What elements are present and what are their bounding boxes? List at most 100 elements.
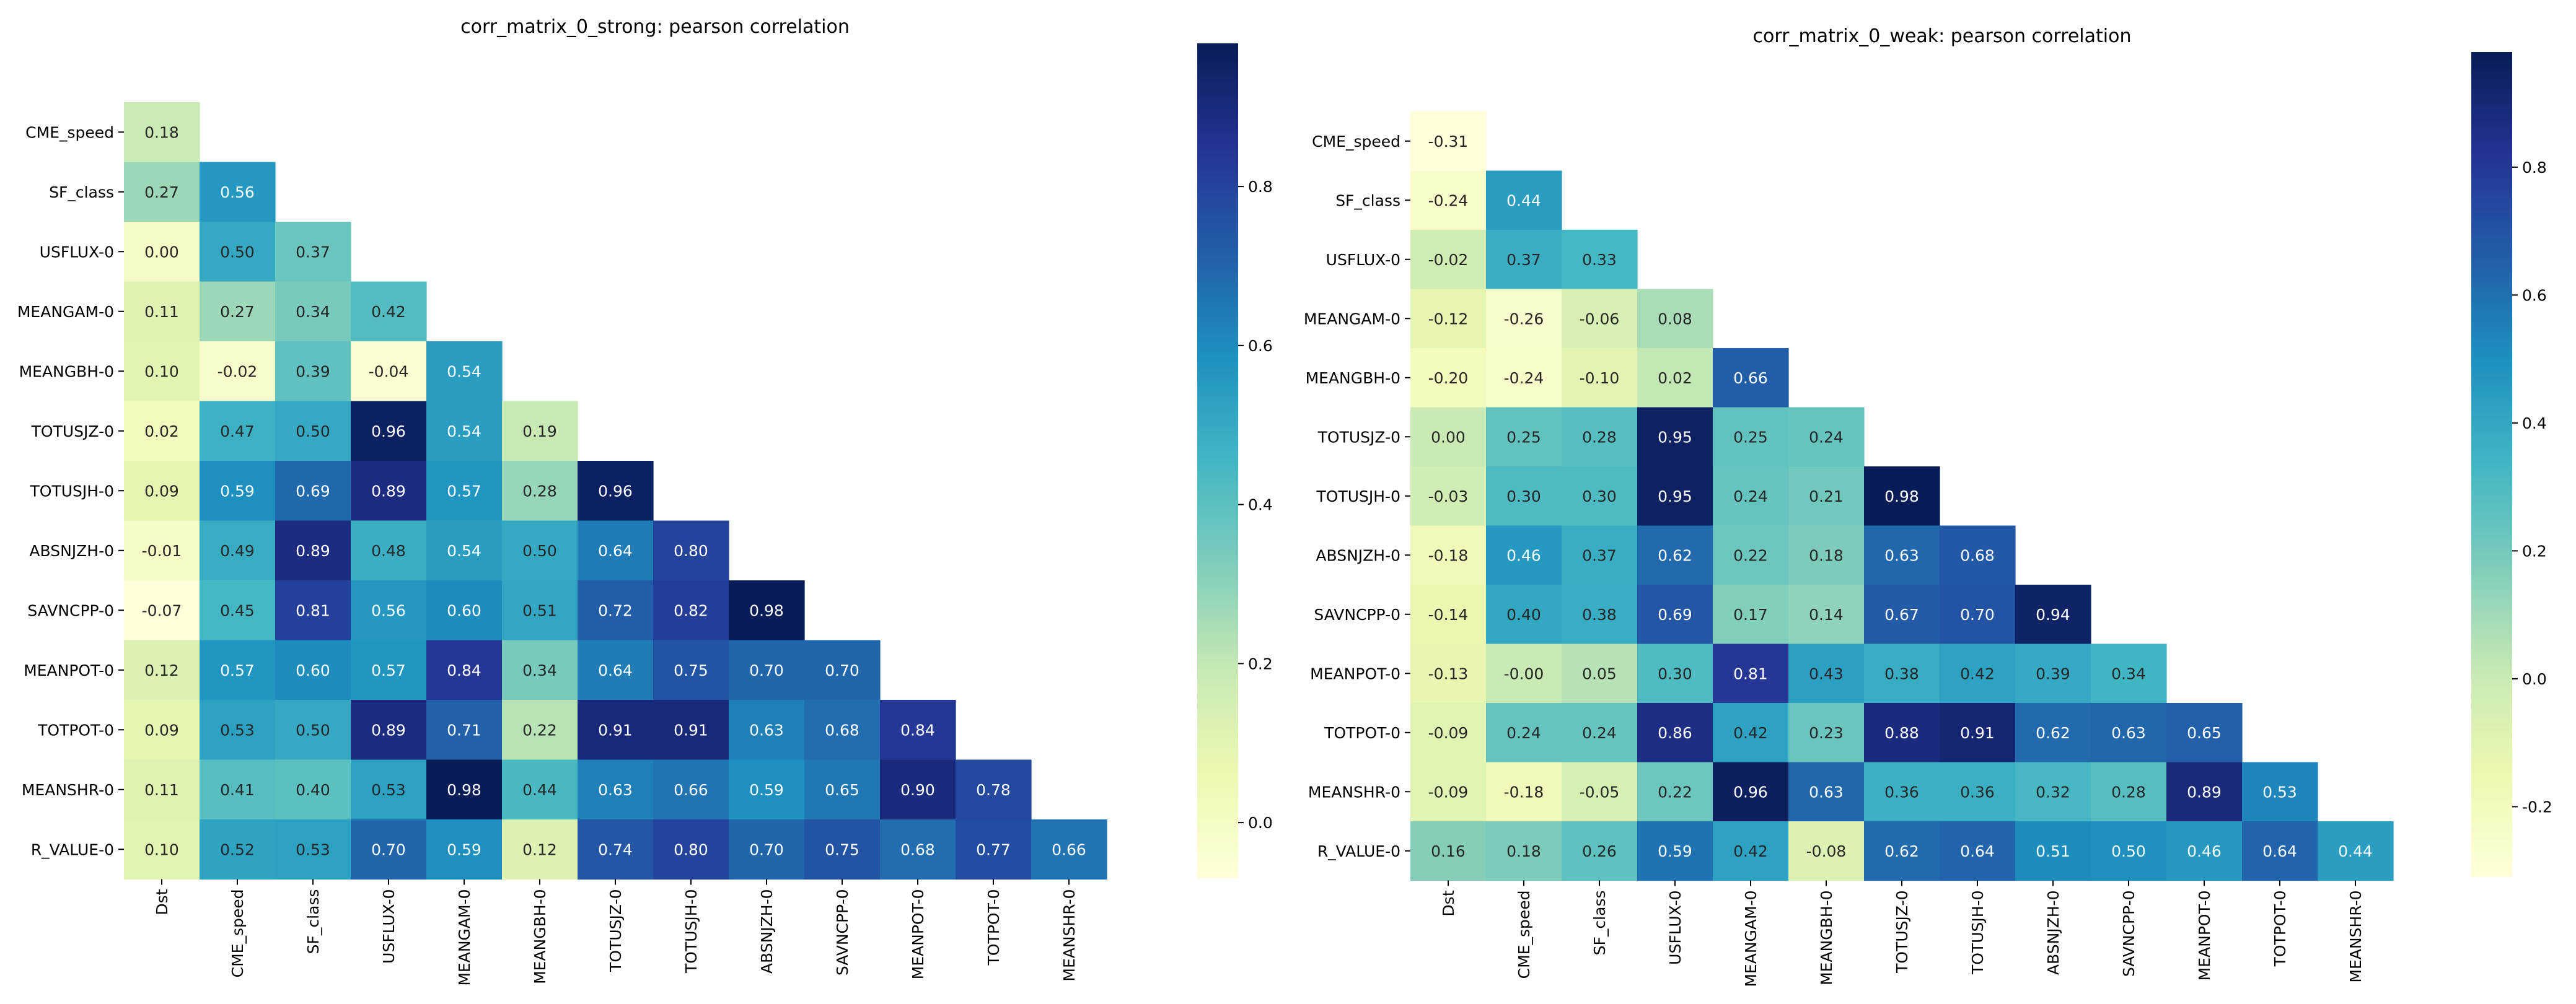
cell-value-label: 0.62 xyxy=(2036,724,2070,742)
heatmap-cell xyxy=(1410,703,1487,763)
heatmap-cell xyxy=(200,401,276,461)
heatmap-cell xyxy=(1637,585,1713,645)
cell-value-label: 0.68 xyxy=(825,721,859,739)
heatmap-cell xyxy=(275,580,351,641)
heatmap-cell xyxy=(426,341,503,402)
cell-value-label: 0.54 xyxy=(447,362,481,380)
heatmap-cell xyxy=(2318,821,2394,881)
cell-value-label: -0.24 xyxy=(1428,191,1469,209)
cell-value-label: 0.50 xyxy=(220,243,255,261)
cell-value-label: 0.19 xyxy=(522,422,557,440)
x-tick-label: TOTUSJH-0 xyxy=(1969,891,1987,976)
heatmap-cell xyxy=(1410,525,1487,585)
x-tick-label: MEANSHR-0 xyxy=(2347,891,2365,983)
y-tick-label: ABSNJZH-0 xyxy=(29,542,114,560)
colorbar-tick-label: 0.6 xyxy=(2522,286,2547,304)
cell-value-label: 0.10 xyxy=(144,840,179,858)
colorbar-tick-label: 0.0 xyxy=(1248,814,1273,832)
cell-value-label: 0.63 xyxy=(1884,546,1919,564)
cell-value-label: 0.05 xyxy=(1582,665,1617,683)
cell-value-label: 0.63 xyxy=(1809,783,1844,801)
cell-value-label: 0.84 xyxy=(447,661,481,679)
heatmap-cell xyxy=(880,700,956,761)
cell-value-label: 0.89 xyxy=(371,721,406,739)
heatmap-cell xyxy=(124,341,200,402)
cell-value-label: 0.81 xyxy=(1733,665,1768,683)
cell-value-label: 0.42 xyxy=(371,303,406,321)
cell-value-label: 0.54 xyxy=(447,542,481,560)
heatmap-cell xyxy=(1562,525,1638,585)
cell-value-label: 0.68 xyxy=(900,840,935,858)
heatmap-cell xyxy=(1486,821,1562,881)
cell-value-label: 0.64 xyxy=(598,661,633,679)
cell-value-label: 0.82 xyxy=(674,601,708,619)
cell-value-label: 0.36 xyxy=(1960,783,1995,801)
heatmap-cell xyxy=(1486,230,1562,290)
x-tick-label: CME_speed xyxy=(229,889,247,978)
heatmap-cell xyxy=(1788,585,1865,645)
heatmap-cell xyxy=(729,819,805,880)
heatmap-cell xyxy=(729,580,805,641)
cell-value-label: 0.56 xyxy=(220,183,255,201)
cell-value-label: 0.44 xyxy=(1506,191,1541,209)
cell-value-label: -0.00 xyxy=(1504,665,1544,683)
cell-value-label: -0.03 xyxy=(1428,487,1469,505)
cell-value-label: 0.41 xyxy=(220,781,255,799)
cell-value-label: 0.89 xyxy=(296,542,330,560)
x-tick-label: MEANPOT-0 xyxy=(2196,891,2213,981)
heatmap-cell xyxy=(1788,644,1865,704)
heatmap-cell xyxy=(351,281,427,342)
heatmap-cell xyxy=(1788,821,1865,881)
heatmap-cell xyxy=(502,580,578,641)
heatmap-cell xyxy=(1410,170,1487,230)
cell-value-label: -0.12 xyxy=(1428,310,1469,328)
heatmap-cell xyxy=(1637,289,1713,349)
heatmap-cell xyxy=(1713,762,1789,822)
cell-value-label: 0.34 xyxy=(522,661,557,679)
cell-value-label: 0.71 xyxy=(447,721,481,739)
x-tick-label: MEANPOT-0 xyxy=(909,889,927,980)
heatmap-cell xyxy=(124,819,200,880)
cell-value-label: 0.10 xyxy=(144,362,179,380)
cell-value-label: 0.80 xyxy=(674,840,708,858)
cell-value-label: 0.57 xyxy=(220,661,255,679)
cell-value-label: -0.02 xyxy=(218,362,258,380)
heatmap-cell xyxy=(578,461,654,522)
heatmap-cell xyxy=(351,759,427,820)
heatmap-cell xyxy=(1637,407,1713,467)
heatmap-cell xyxy=(2091,762,2167,822)
cell-value-label: 0.39 xyxy=(2036,665,2070,683)
cell-value-label: 0.70 xyxy=(1960,606,1995,624)
cell-value-label: 0.78 xyxy=(976,781,1011,799)
heatmap-cell xyxy=(1788,762,1865,822)
cell-value-label: 0.50 xyxy=(296,721,330,739)
heatmap-cell xyxy=(2015,762,2091,822)
heatmap-cell xyxy=(275,819,351,880)
cell-value-label: 0.47 xyxy=(220,422,255,440)
x-tick-label: SAVNCPP-0 xyxy=(833,889,851,976)
cell-value-label: 0.24 xyxy=(1506,724,1541,742)
heatmap-cell xyxy=(351,640,427,701)
heatmap-cell xyxy=(426,520,503,581)
heatmap-cell xyxy=(653,700,729,761)
x-tick-label: MEANGAM-0 xyxy=(1742,891,1760,987)
colorbar-tick-label: 0.2 xyxy=(2522,542,2547,560)
cell-value-label: 0.66 xyxy=(1052,840,1086,858)
heatmap-cell xyxy=(124,401,200,461)
y-tick-label: ABSNJZH-0 xyxy=(1316,546,1400,564)
heatmap-cell xyxy=(1562,407,1638,467)
heatmap-cell xyxy=(1410,821,1487,881)
cell-value-label: 0.53 xyxy=(371,781,406,799)
cell-value-label: 0.43 xyxy=(1809,665,1844,683)
x-tick-label: SF_class xyxy=(1591,891,1609,956)
cell-value-label: 0.53 xyxy=(296,840,330,858)
heatmap-cell xyxy=(1410,407,1487,467)
heatmap-strong: corr_matrix_0_strong: pearson correlatio… xyxy=(17,16,1273,986)
cell-value-label: 0.33 xyxy=(1582,251,1617,269)
cell-value-label: -0.20 xyxy=(1428,369,1469,387)
cell-value-label: 0.12 xyxy=(522,840,557,858)
heatmap-cell xyxy=(1637,466,1713,526)
x-tick-label: ABSNJZH-0 xyxy=(2044,891,2062,976)
cell-value-label: 0.22 xyxy=(1733,546,1768,564)
x-tick-label: TOTUSJZ-0 xyxy=(607,889,625,972)
